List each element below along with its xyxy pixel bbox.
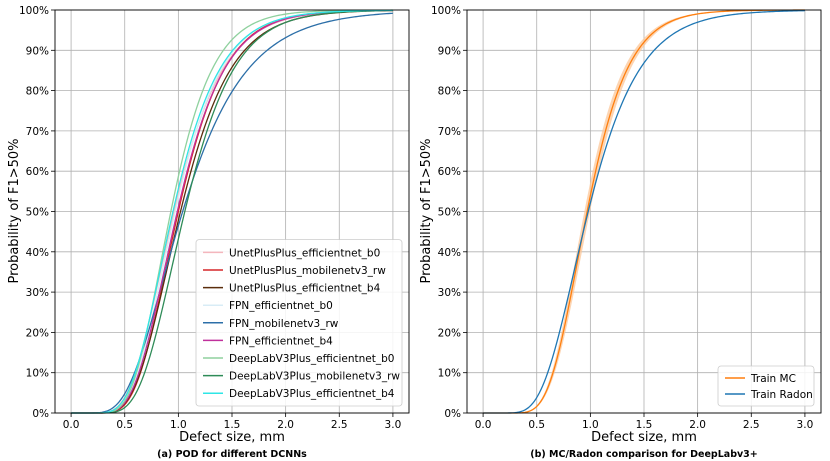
y-tick-label: 70%	[438, 126, 461, 138]
y-tick-label: 0%	[444, 408, 461, 420]
x-tick-label: 1.0	[170, 419, 187, 431]
y-tick-label: 30%	[438, 287, 461, 299]
y-tick-label: 30%	[26, 287, 49, 299]
legend-label: DeepLabV3Plus_efficientnet_b4	[229, 388, 395, 400]
caption-a: (a) POD for different DCNNs	[157, 449, 307, 460]
x-tick-label: 2.5	[331, 419, 348, 431]
ticks-b: 0.0 0.5 1.0 1.5 2.0 2.5 3.0 0% 10% 20% 30% 40% 50% 60…	[431, 5, 813, 431]
legend-label: FPN_efficientnet_b4	[229, 335, 333, 347]
legend-label: Train Radon	[750, 389, 813, 401]
x-tick-label: 1.0	[582, 419, 599, 431]
y-tick-label: 50%	[438, 207, 461, 219]
y-tick-label: 80%	[26, 86, 49, 98]
xlabel-b: Defect size, mm	[591, 430, 697, 445]
legend-label: UnetPlusPlus_efficientnet_b0	[229, 247, 380, 259]
y-tick-label: 70%	[26, 126, 49, 138]
plot-area-b	[483, 9, 805, 414]
series-line-deeplabv3plus-mobilenetv3-rw	[71, 9, 393, 414]
legend-label: FPN_mobilenetv3_rw	[229, 318, 339, 330]
legend-b: Train MC Train Radon	[717, 365, 815, 407]
y-tick-label: 40%	[26, 247, 49, 259]
series-line-train-mc	[483, 9, 805, 414]
y-tick-label: 100%	[431, 5, 461, 17]
series-line-deeplabv3plus-efficientnet-b0	[71, 9, 393, 414]
series-line-train-radon	[483, 10, 805, 414]
y-tick-label: 10%	[438, 368, 461, 380]
legend-label: UnetPlusPlus_efficientnet_b4	[229, 283, 381, 295]
y-tick-label: 60%	[26, 166, 49, 178]
y-tick-label: 0%	[32, 408, 49, 420]
y-tick-label: 90%	[26, 45, 49, 57]
x-tick-label: 0.5	[528, 419, 545, 431]
plot-area-a	[71, 9, 393, 414]
xlabel-a: Defect size, mm	[179, 430, 285, 445]
series-line-fpn-mobilenetv3-rw	[71, 12, 393, 414]
legend-a: UnetPlusPlus_efficientnet_b0 UnetPlusPlus…	[195, 239, 403, 407]
legend-label: Train MC	[750, 373, 796, 385]
ylabel-b: Probability of F1>50%	[419, 138, 434, 283]
caption-b: (b) MC/Radon comparison for DeepLabv3+	[530, 449, 758, 460]
panel-b: 0.0 0.5 1.0 1.5 2.0 2.5 3.0 0% 10% 20% 30% 40% 50% 60…	[419, 5, 822, 460]
series-line-deeplabv3plus-efficientnet-b4	[71, 9, 393, 414]
y-tick-label: 100%	[19, 5, 49, 17]
x-tick-label: 2.0	[689, 419, 706, 431]
y-tick-label: 10%	[26, 368, 49, 380]
x-tick-label: 1.5	[224, 419, 241, 431]
legend-label: DeepLabV3Plus_efficientnet_b0	[229, 353, 394, 365]
y-tick-label: 80%	[438, 86, 461, 98]
x-tick-label: 3.0	[385, 419, 402, 431]
legend-label: DeepLabV3Plus_mobilenetv3_rw	[229, 371, 400, 383]
ylabel-a: Probability of F1>50%	[7, 138, 22, 283]
ticks-a: 0.0 0.5 1.0 1.5 2.0 2.5 3.0 0% 10% 20% 30% 40% 50% 60…	[19, 5, 401, 431]
y-tick-label: 90%	[438, 45, 461, 57]
x-tick-label: 1.5	[636, 419, 653, 431]
x-tick-label: 0.5	[116, 419, 133, 431]
y-tick-label: 20%	[26, 327, 49, 339]
x-tick-label: 2.5	[743, 419, 760, 431]
y-tick-label: 40%	[438, 247, 461, 259]
legend-box	[717, 365, 815, 407]
legend-label: UnetPlusPlus_mobilenetv3_rw	[229, 265, 386, 277]
grid-b	[467, 9, 821, 414]
y-tick-label: 60%	[438, 166, 461, 178]
legend-label: FPN_efficientnet_b0	[229, 300, 333, 312]
x-tick-label: 0.0	[63, 419, 80, 431]
x-tick-label: 2.0	[277, 419, 294, 431]
y-tick-label: 20%	[438, 327, 461, 339]
x-tick-label: 3.0	[797, 419, 814, 431]
panel-a: 0.0 0.5 1.0 1.5 2.0 2.5 3.0 0% 10% 20% 30% 40% 50% 60…	[7, 5, 410, 460]
x-tick-label: 0.0	[475, 419, 492, 431]
y-tick-label: 50%	[26, 207, 49, 219]
legend-box	[195, 239, 403, 407]
